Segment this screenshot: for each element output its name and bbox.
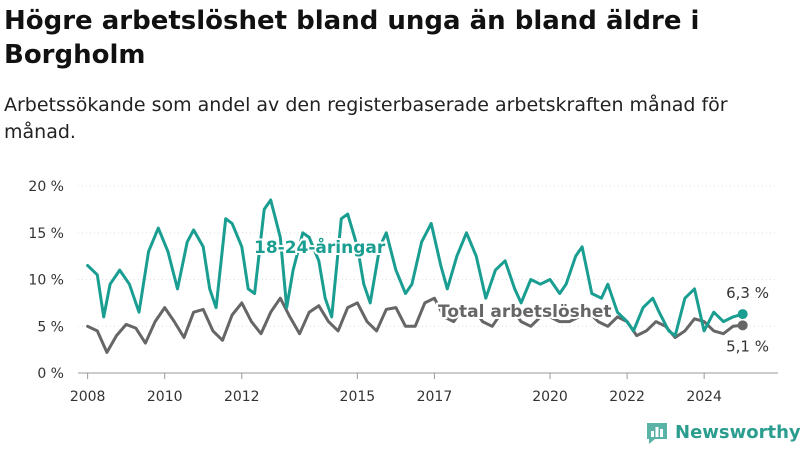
x-tick-label: 2022 [609, 389, 645, 405]
x-tick-label: 2010 [147, 389, 183, 405]
y-tick-label: 10 % [28, 273, 64, 289]
y-tick-label: 5 % [37, 319, 64, 335]
y-tick-label: 0 % [37, 366, 64, 382]
newsworthy-logo-icon [647, 423, 667, 444]
x-tick-label: 2015 [340, 389, 376, 405]
x-tick-label: 2012 [224, 389, 260, 405]
series-total-end-label: 5,1 % [726, 337, 769, 355]
series-youth-end-point [737, 309, 748, 320]
x-tick-label: 2024 [686, 389, 722, 405]
series-youth-line [86, 198, 745, 338]
chart-subtitle: Arbetssökande som andel av den registerb… [4, 94, 728, 143]
series-total-label: Total arbetslöshet [438, 302, 612, 322]
series-youth-end-label: 6,3 % [726, 284, 769, 302]
series-total-end-point [737, 320, 748, 331]
x-tick-label: 2008 [70, 389, 106, 405]
series-youth-label: 18-24-åringar [254, 236, 386, 258]
x-tick-label: 2017 [417, 389, 453, 405]
y-tick-label: 20 % [28, 179, 64, 195]
y-tick-label: 15 % [28, 226, 64, 242]
brand-logo: Newsworthy [645, 420, 800, 446]
x-tick-label: 2020 [532, 389, 568, 405]
brand-name: Newsworthy [675, 422, 800, 443]
chart-title: Högre arbetslöshet bland unga än bland ä… [4, 6, 700, 70]
